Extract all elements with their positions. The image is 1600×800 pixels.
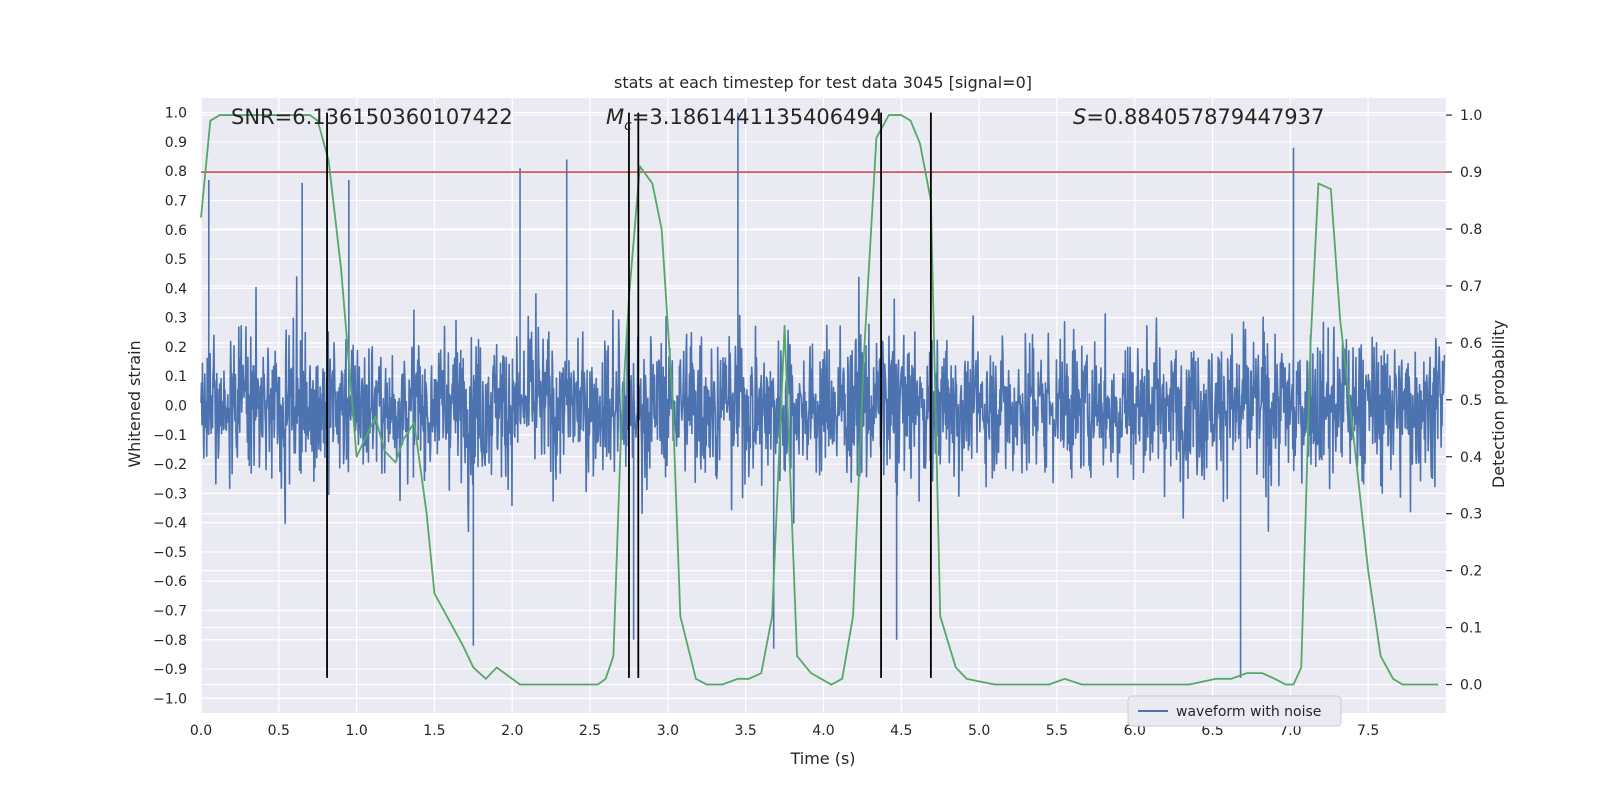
left-tick-label: −0.2 <box>153 457 187 473</box>
chart-title: stats at each timestep for test data 304… <box>614 73 1032 92</box>
left-tick-label: −0.4 <box>153 516 187 532</box>
right-axis-ticks: 1.0 0.9 0.8 0.7 0.6 0.5 0.4 0.3 0.2 0.1 0.0 <box>1446 108 1482 694</box>
left-tick-label: −1.0 <box>153 691 187 707</box>
chirp-mass-subscript: c <box>624 118 632 134</box>
right-tick-label: 0.2 <box>1460 564 1482 580</box>
x-tick-label: 7.0 <box>1279 723 1301 739</box>
x-tick-label: 7.5 <box>1357 723 1379 739</box>
left-axis-ticks: 1.0 0.9 0.8 0.7 0.6 0.5 0.4 0.3 0.2 0.1 0.0 −0.1 −0.… <box>153 106 187 708</box>
left-tick-label: 0.0 <box>165 399 187 415</box>
vertical-markers <box>326 112 932 678</box>
left-tick-label: −0.6 <box>153 574 187 590</box>
chirp-mass-annotation: Mc=3.1861441135406494 <box>606 105 883 134</box>
right-tick-label: 0.7 <box>1460 279 1482 295</box>
x-tick-label: 2.5 <box>579 723 601 739</box>
right-tick-label: 0.3 <box>1460 507 1482 523</box>
detection-probability-line <box>200 114 1439 686</box>
right-tick-label: 0.5 <box>1460 393 1482 409</box>
right-tick-label: 0.4 <box>1460 450 1482 466</box>
right-tick-label: 0.0 <box>1460 678 1482 694</box>
x-tick-label: 0.0 <box>190 723 212 739</box>
left-tick-label: −0.5 <box>153 545 187 561</box>
left-tick-label: 0.5 <box>165 252 187 268</box>
x-tick-label: 3.5 <box>735 723 757 739</box>
left-tick-label: 0.8 <box>165 164 187 180</box>
left-tick-label: 0.1 <box>165 369 187 385</box>
right-tick-label: 0.6 <box>1460 336 1482 352</box>
right-tick-label: 1.0 <box>1460 108 1482 124</box>
x-tick-label: 5.5 <box>1046 723 1068 739</box>
x-tick-label: 0.5 <box>268 723 290 739</box>
left-tick-label: −0.3 <box>153 486 187 502</box>
left-tick-label: 1.0 <box>165 106 187 122</box>
left-tick-label: 0.7 <box>165 194 187 210</box>
right-tick-label: 0.8 <box>1460 222 1482 238</box>
s-annotation: S=0.884057879447937 <box>1073 105 1324 129</box>
left-tick-label: 0.9 <box>165 135 187 151</box>
chirp-mass-value: =3.1861441135406494 <box>632 105 883 129</box>
left-tick-label: 0.6 <box>165 223 187 239</box>
waveform-line <box>200 112 1446 678</box>
left-tick-label: −0.9 <box>153 662 187 678</box>
left-tick-label: −0.7 <box>153 604 187 620</box>
legend-box <box>1127 695 1342 727</box>
probability-series <box>200 114 1439 686</box>
left-tick-label: 0.2 <box>165 340 187 356</box>
left-tick-label: 0.3 <box>165 311 187 327</box>
x-tick-label: 1.5 <box>423 723 445 739</box>
waveform-series <box>200 112 1446 678</box>
x-tick-label: 4.0 <box>812 723 834 739</box>
x-tick-label: 2.0 <box>501 723 523 739</box>
x-tick-label: 6.0 <box>1124 723 1146 739</box>
s-value: =0.884057879447937 <box>1086 105 1324 129</box>
x-tick-label: 1.0 <box>345 723 367 739</box>
right-tick-label: 0.9 <box>1460 165 1482 181</box>
x-axis-ticks: 0.0 0.5 1.0 1.5 2.0 2.5 3.0 3.5 4.0 4.5 5.0 5.5 6.0 6… <box>190 723 1379 739</box>
snr-annotation: SNR=6.136150360107422 <box>231 105 513 129</box>
x-tick-label: 3.0 <box>657 723 679 739</box>
chirp-mass-symbol: M <box>606 105 624 129</box>
x-tick-label: 6.5 <box>1201 723 1223 739</box>
legend: waveform with noise <box>1127 695 1342 727</box>
legend-label: waveform with noise <box>1176 704 1321 720</box>
left-tick-label: −0.8 <box>153 633 187 649</box>
right-axis-label: Detection probability <box>1489 320 1508 488</box>
left-axis-label: Whitened strain <box>125 340 144 467</box>
s-symbol: S <box>1073 105 1086 129</box>
left-tick-label: −0.1 <box>153 428 187 444</box>
left-tick-label: 0.4 <box>165 281 187 297</box>
right-tick-label: 0.1 <box>1460 621 1482 637</box>
x-axis-label: Time (s) <box>789 749 855 768</box>
x-tick-label: 5.0 <box>968 723 990 739</box>
x-tick-label: 4.5 <box>890 723 912 739</box>
